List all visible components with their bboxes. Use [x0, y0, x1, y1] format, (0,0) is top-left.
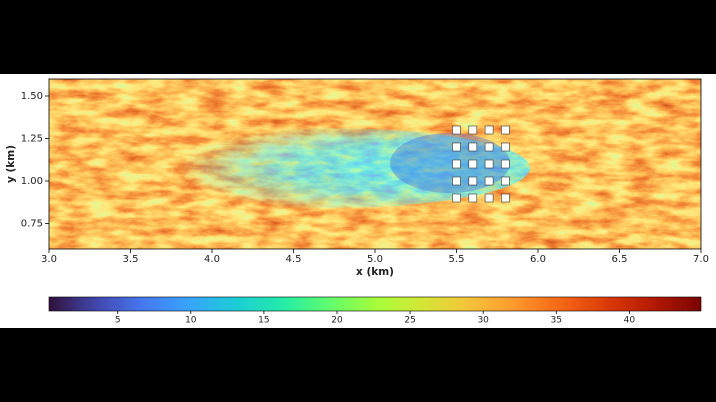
x-tick-label: 3.5: [123, 254, 139, 265]
colorbar-tick-label: 40: [624, 316, 636, 326]
colorbar-tick-label: 20: [331, 316, 343, 326]
x-axis-label: x (km): [356, 266, 394, 278]
x-tick-label: 5.5: [449, 254, 465, 265]
y-tick-label: 0.75: [21, 219, 43, 230]
turbine-marker: [452, 193, 461, 203]
turbine-marker: [468, 159, 478, 169]
y-axis-label: y (km): [5, 145, 17, 183]
turbine-marker: [468, 125, 478, 135]
turbine-marker: [501, 193, 510, 203]
turbine-marker: [468, 142, 478, 152]
colorbar-tick-label: 30: [477, 316, 489, 326]
turbine-marker: [501, 176, 510, 186]
x-tick-label: 7.0: [693, 254, 709, 265]
y-tick-label: 1.25: [21, 134, 43, 145]
turbine-marker: [484, 193, 494, 203]
y-tick-label: 1.00: [21, 176, 43, 187]
turbine-marker: [452, 176, 461, 186]
colorbar-tick-label: 35: [551, 316, 562, 326]
x-tick-label: 4.5: [286, 254, 302, 265]
turbine-marker: [501, 159, 510, 169]
turbine-marker: [484, 159, 494, 169]
colorbar-tick-label: 25: [404, 316, 415, 326]
colorbar-tick-label: 5: [115, 316, 121, 326]
turbine-marker: [501, 125, 510, 135]
colorbar-tick-label: 10: [185, 316, 197, 326]
turbine-marker: [452, 159, 461, 169]
turbine-marker: [452, 125, 461, 135]
x-tick-label: 3.0: [41, 254, 57, 265]
colorbar: [48, 296, 702, 312]
turbine-marker: [484, 176, 494, 186]
x-tick-label: 6.5: [612, 254, 628, 265]
turbine-marker: [468, 193, 478, 203]
turbine-marker: [452, 142, 461, 152]
x-tick-label: 6.0: [530, 254, 546, 265]
field: [49, 79, 701, 249]
turbine-marker: [501, 142, 510, 152]
x-tick-label: 4.0: [204, 254, 220, 265]
y-tick-label: 1.50: [21, 91, 43, 102]
x-tick-label: 5.0: [367, 254, 383, 265]
turbine-marker: [468, 176, 478, 186]
turbine-marker: [484, 142, 494, 152]
colorbar-tick-label: 15: [258, 316, 269, 326]
turbine-marker: [484, 125, 494, 135]
